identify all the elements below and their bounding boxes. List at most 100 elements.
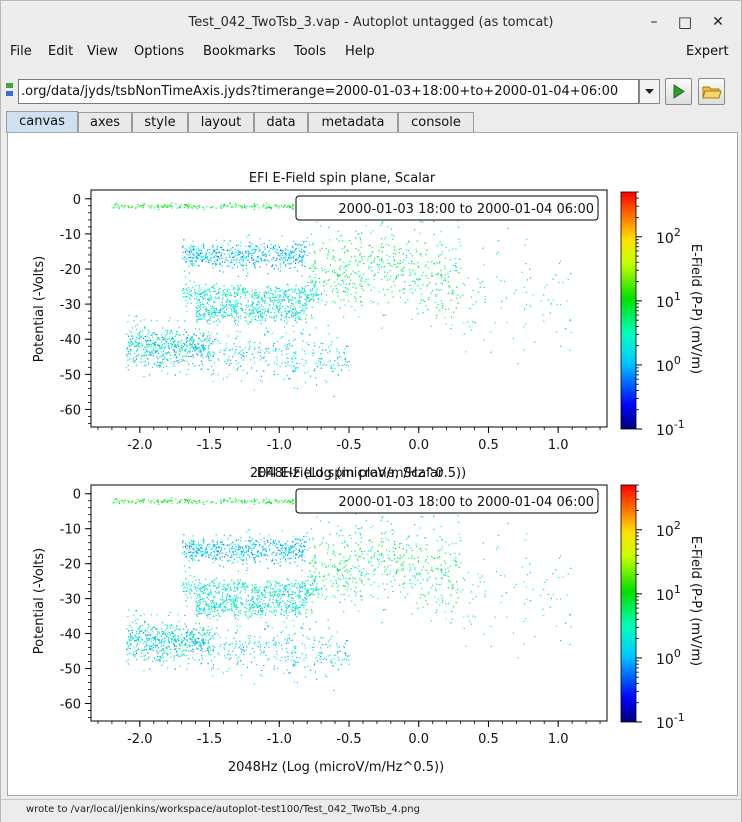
scatter-point: [320, 361, 322, 363]
scatter-point: [367, 278, 369, 280]
scatter-points: [112, 497, 572, 692]
scatter-point: [257, 310, 259, 312]
scatter-point: [438, 289, 440, 291]
scatter-point: [222, 602, 224, 604]
url-history-dropdown[interactable]: [639, 79, 660, 104]
tab-canvas[interactable]: canvas: [6, 111, 78, 133]
scatter-point: [193, 334, 195, 336]
tab-data[interactable]: data: [254, 112, 308, 132]
scatter-point: [138, 344, 140, 346]
minimize-button[interactable]: –: [650, 14, 658, 30]
plot-canvas[interactable]: EFI E-Field spin plane, Scalar 2000-01-0…: [7, 132, 738, 796]
tab-metadata[interactable]: metadata: [308, 112, 398, 132]
tab-layout[interactable]: layout: [188, 112, 254, 132]
scatter-point: [143, 376, 145, 378]
maximize-button[interactable]: □: [677, 13, 693, 31]
scatter-point: [274, 300, 276, 302]
menu-help[interactable]: Help: [345, 44, 375, 59]
scatter-point: [412, 280, 414, 282]
scatter-point: [201, 354, 203, 356]
scatter-point: [311, 352, 313, 354]
menu-file[interactable]: File: [10, 44, 32, 59]
scatter-point: [209, 344, 211, 346]
scatter-point: [198, 613, 201, 615]
scatter-point: [242, 257, 244, 259]
scatter-point: [325, 294, 327, 296]
scatter-point: [343, 299, 345, 301]
menu-tools[interactable]: Tools: [294, 44, 327, 59]
scatter-point: [242, 586, 244, 588]
scatter-point: [221, 544, 223, 546]
scatter-point: [263, 541, 265, 543]
menu-edit[interactable]: Edit: [48, 44, 74, 59]
scatter-point: [306, 307, 308, 309]
scatter-point: [116, 206, 118, 208]
scatter-point: [313, 349, 315, 351]
scatter-point: [271, 207, 273, 209]
tab-style[interactable]: style: [132, 112, 188, 132]
scatter-point: [258, 255, 260, 257]
scatter-point: [146, 340, 148, 342]
scatter-point: [164, 356, 166, 358]
scatter-point: [219, 263, 221, 265]
menu-options[interactable]: Options: [134, 44, 185, 59]
scatter-point: [261, 316, 263, 318]
scatter-point: [252, 262, 254, 264]
scatter-point: [224, 556, 226, 558]
scatter-point: [254, 292, 256, 295]
menu-expert[interactable]: Expert: [686, 44, 729, 59]
scatter-point: [192, 342, 194, 344]
scatter-point: [259, 342, 261, 344]
url-input[interactable]: .org/data/jyds/tsbNonTimeAxis.jyds?timer…: [18, 79, 639, 104]
scatter-point: [184, 252, 186, 254]
scatter-point: [286, 375, 288, 377]
scatter-point: [192, 265, 194, 267]
open-file-button[interactable]: [698, 78, 725, 105]
scatter-point: [219, 565, 221, 567]
scatter-point: [304, 612, 307, 614]
scatter-point: [272, 246, 274, 248]
scatter-point: [274, 362, 276, 364]
scatter-point: [253, 542, 255, 544]
scatter-point: [445, 246, 447, 249]
scatter-point: [287, 579, 289, 581]
scatter-point: [204, 610, 206, 613]
tab-axes[interactable]: axes: [78, 112, 132, 132]
go-button[interactable]: [665, 78, 692, 105]
scatter-point: [381, 259, 383, 261]
scatter-point: [169, 205, 171, 207]
close-button[interactable]: ✕: [712, 14, 724, 30]
scatter-point: [260, 552, 262, 554]
scatter-point: [396, 276, 398, 278]
scatter-point: [336, 278, 338, 280]
scatter-point: [226, 598, 228, 600]
scatter-point: [230, 556, 232, 558]
scatter-point: [298, 596, 300, 598]
scatter-point: [139, 204, 142, 206]
scatter-point: [208, 608, 210, 610]
scatter-point: [449, 270, 451, 272]
scatter-point: [138, 334, 140, 336]
scatter-point: [180, 499, 182, 501]
scatter-point: [534, 341, 536, 343]
menu-bookmarks[interactable]: Bookmarks: [203, 44, 276, 59]
scatter-point: [501, 300, 503, 302]
scatter-point: [241, 264, 243, 266]
scatter-point: [291, 246, 294, 248]
scatter-point: [454, 258, 456, 260]
scatter-point: [268, 254, 271, 257]
scatter-point: [246, 291, 248, 293]
scatter-point: [215, 604, 217, 606]
scatter-point: [207, 319, 209, 321]
scatter-point: [256, 591, 258, 593]
scatter-point: [195, 601, 197, 603]
menu-view[interactable]: View: [87, 44, 118, 59]
scatter-point: [293, 250, 295, 252]
scatter-point: [235, 338, 237, 340]
scatter-point: [196, 605, 198, 607]
tab-console[interactable]: console: [398, 112, 474, 132]
scatter-point: [287, 284, 289, 286]
scatter-point: [458, 226, 460, 228]
scatter-point: [459, 258, 461, 260]
scatter-point: [274, 347, 276, 349]
